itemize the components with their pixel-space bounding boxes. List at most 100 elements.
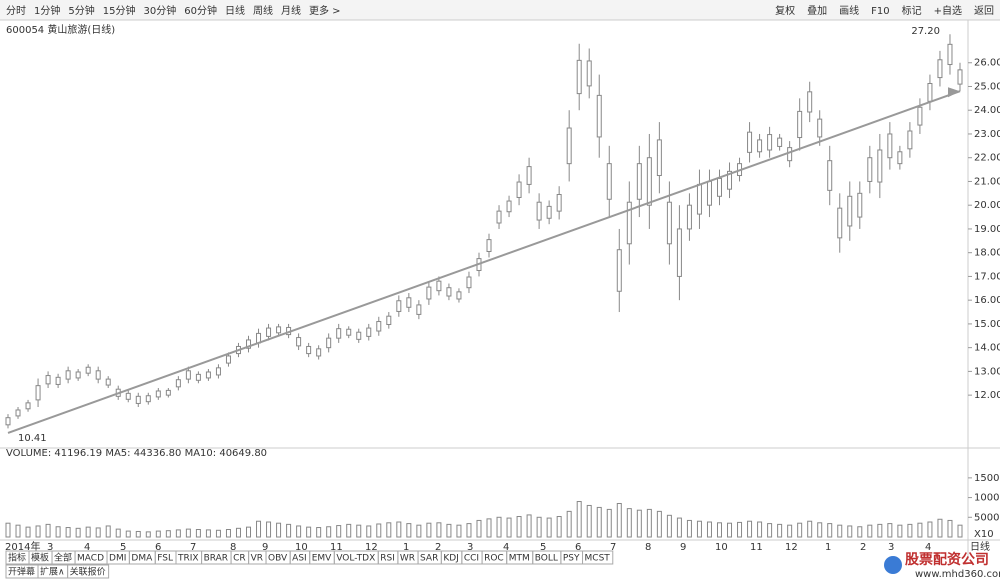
volume-bar (456, 524, 462, 538)
indicator-tab[interactable]: PSY (563, 554, 580, 564)
indicator-tab[interactable]: 指标 (8, 552, 26, 564)
candle-body (366, 327, 372, 337)
y-tick-label: 15.00 (974, 319, 1000, 330)
period-tab[interactable]: 分时 (6, 5, 26, 17)
indicator-tab[interactable]: DMA (131, 554, 153, 564)
candle-body (506, 200, 512, 213)
indicator-tab[interactable]: RSI (380, 554, 395, 564)
x-label: 10 (295, 542, 308, 553)
volume-bar (286, 523, 292, 538)
candle-body (767, 134, 773, 151)
tool-button[interactable]: 返回 (974, 5, 994, 17)
indicator-tab[interactable]: BOLL (535, 554, 558, 564)
period-tab[interactable]: 日线 (225, 4, 245, 17)
candle-body (807, 91, 813, 113)
y-tick-label: 12.00 (974, 390, 1000, 401)
indicator-tab[interactable]: EMV (312, 554, 332, 564)
bottom-tab[interactable]: 关联报价 (70, 566, 106, 578)
volume-bar (857, 526, 863, 538)
indicator-tab[interactable]: CR (233, 554, 246, 564)
candle-body (125, 392, 131, 400)
volume-bar (145, 531, 151, 538)
tab-border (582, 550, 614, 565)
indicator-tab[interactable]: MACD (77, 554, 104, 564)
indicator-tab[interactable]: MCST (585, 554, 611, 564)
x-label: 8 (645, 542, 651, 553)
candle-body (75, 371, 81, 379)
volume-bar (426, 522, 432, 538)
volume-bar (506, 517, 512, 538)
candle-body (716, 177, 722, 197)
volume-bar (696, 520, 702, 538)
period-tab[interactable]: 周线 (253, 4, 273, 17)
volume-bar (416, 524, 422, 538)
volume-bar (546, 517, 552, 538)
volume-bar (686, 519, 692, 538)
tool-button[interactable]: 画线 (839, 4, 859, 17)
volume-bar (576, 501, 582, 538)
bottom-tab[interactable]: 开弹幕 (8, 566, 35, 578)
indicator-tab[interactable]: 全部 (54, 552, 72, 564)
volume-bar (316, 527, 322, 538)
candle-body (686, 204, 692, 230)
tool-button[interactable]: F10 (871, 6, 889, 17)
volume-bar (626, 508, 632, 538)
tool-button[interactable]: 叠加 (807, 5, 827, 17)
indicator-tab[interactable]: OBV (268, 554, 288, 564)
volume-bar (516, 516, 522, 538)
volume-bar (817, 522, 823, 538)
volume-bar (716, 522, 722, 538)
indicator-tab[interactable]: VOL-TDX (336, 554, 375, 564)
x-label: 4 (84, 542, 90, 553)
volume-bar (65, 527, 71, 538)
indicator-tab[interactable]: FSL (157, 554, 173, 564)
volume-bar (646, 508, 652, 538)
candle-body (676, 228, 682, 277)
x-label: 1 (825, 542, 831, 553)
x-label: 2 (860, 542, 866, 553)
indicator-tab[interactable]: ASI (292, 554, 307, 564)
y-tick-label: 16.00 (974, 295, 1000, 306)
x-label: 5 (540, 542, 546, 553)
tool-button[interactable]: 复权 (775, 4, 795, 17)
candle-body (35, 385, 41, 401)
candle-body (426, 286, 432, 300)
indicator-tab[interactable]: 模板 (31, 552, 49, 564)
indicator-tab[interactable]: KDJ (443, 554, 459, 564)
volume-bar (296, 525, 302, 538)
indicator-tab[interactable]: WR (400, 554, 415, 564)
period-tab[interactable]: 30分钟 (143, 4, 176, 17)
bottom-tab[interactable]: 扩展∧ (40, 566, 65, 578)
candle-body (326, 337, 332, 349)
y-tick-label: 18.00 (974, 248, 1000, 259)
indicator-tab[interactable]: VR (251, 554, 263, 564)
period-tab[interactable]: 5分钟 (68, 4, 94, 17)
volume-bar (737, 521, 743, 538)
candle-body (306, 345, 312, 355)
volume-bar (727, 522, 733, 538)
period-tab[interactable]: 月线 (281, 4, 301, 17)
indicator-tab[interactable]: MTM (509, 554, 530, 564)
volume-bar (847, 525, 853, 538)
indicator-tab[interactable]: BRAR (204, 554, 228, 564)
period-tab[interactable]: 60分钟 (184, 4, 217, 17)
candle-body (336, 328, 342, 339)
indicator-tab[interactable]: DMI (109, 554, 126, 564)
volume-bar (195, 529, 201, 538)
indicator-tab[interactable]: TRIX (177, 554, 199, 564)
period-tab[interactable]: 1分钟 (34, 4, 60, 17)
indicator-tab[interactable]: SAR (420, 554, 438, 564)
period-tab[interactable]: 更多 > (309, 4, 341, 17)
candle-body (706, 180, 712, 206)
period-tab[interactable]: 15分钟 (103, 4, 136, 17)
indicator-tab[interactable]: ROC (484, 554, 504, 564)
tool-button[interactable]: 标记 (902, 5, 922, 17)
volume-bar (396, 521, 402, 538)
volume-bar (536, 516, 542, 538)
volume-bar (135, 530, 141, 538)
tool-button[interactable]: +自选 (934, 4, 962, 17)
indicator-tab[interactable]: CCI (464, 554, 479, 564)
candle-body (516, 181, 522, 198)
candle-body (175, 379, 181, 388)
